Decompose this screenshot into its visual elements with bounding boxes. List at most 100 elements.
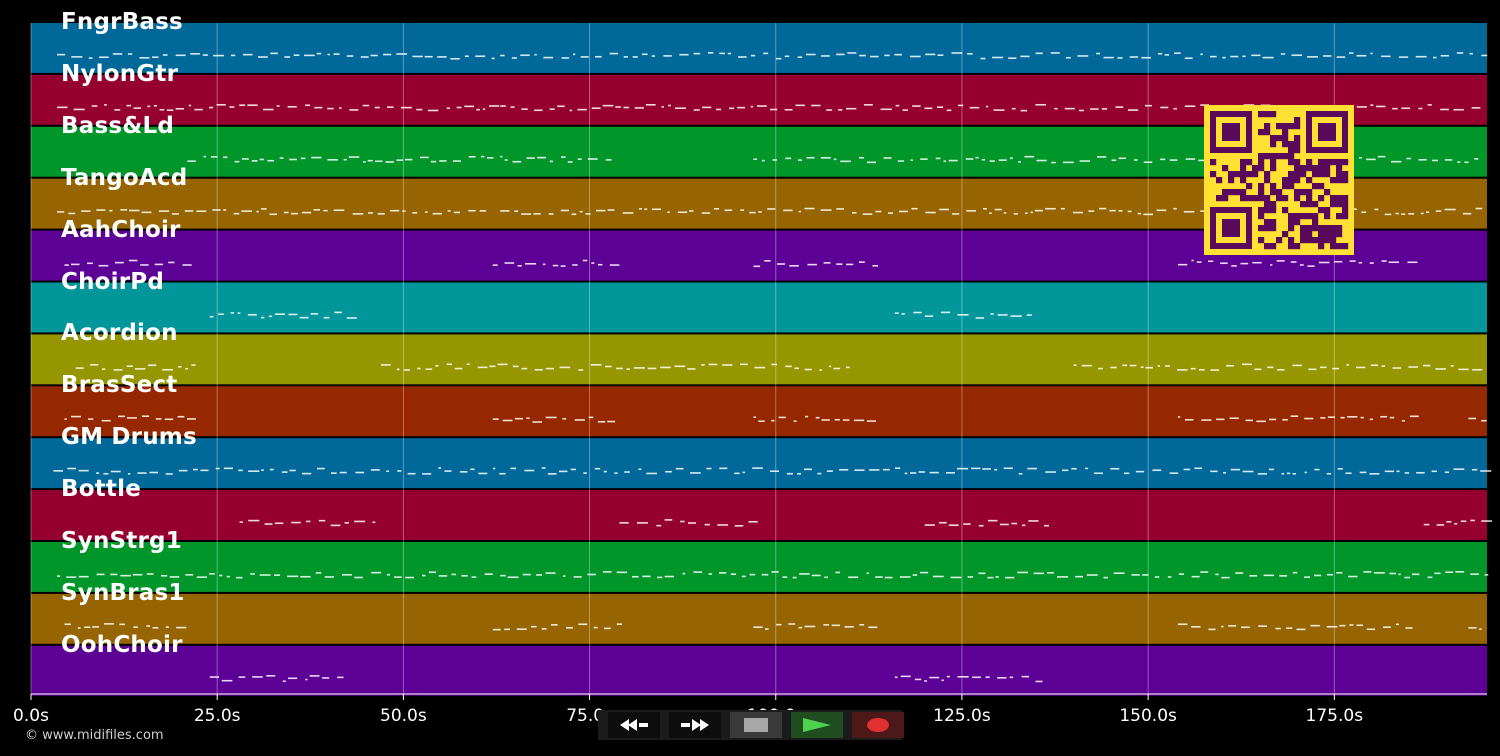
qr-module [1318, 165, 1325, 172]
qr-module [1312, 171, 1319, 178]
note-mark [807, 263, 817, 266]
note-mark [541, 628, 547, 630]
note-mark [724, 209, 733, 212]
note-mark [552, 264, 559, 267]
note-mark [770, 470, 780, 473]
note-mark [1110, 467, 1120, 470]
note-mark [566, 627, 573, 629]
qr-module [1288, 159, 1295, 166]
fast-forward-button[interactable] [669, 712, 721, 738]
stop-button[interactable] [730, 712, 782, 738]
note-mark [510, 467, 517, 470]
play-button[interactable] [791, 712, 843, 738]
note-mark [315, 572, 322, 574]
note-mark [103, 472, 109, 475]
track-label: BrasSect [61, 372, 178, 399]
qr-module [1240, 195, 1247, 202]
note-mark [424, 55, 433, 58]
note-mark [910, 159, 913, 161]
record-button[interactable] [852, 712, 904, 738]
note-mark [438, 467, 442, 469]
note-mark [590, 364, 602, 366]
note-mark [626, 368, 630, 370]
note-mark [492, 418, 499, 420]
note-mark [1304, 417, 1314, 420]
qr-module [1336, 195, 1343, 202]
note-mark [1035, 680, 1043, 683]
note-mark [267, 159, 275, 162]
note-mark [165, 626, 169, 628]
note-mark [687, 368, 696, 370]
note-mark [385, 161, 394, 163]
note-mark [226, 575, 230, 578]
note-mark [753, 416, 757, 419]
note-mark [602, 571, 612, 573]
note-mark [583, 472, 587, 474]
note-mark [722, 364, 733, 366]
note-mark [1003, 212, 1007, 214]
note-mark [182, 264, 192, 266]
note-mark [139, 57, 150, 59]
note-mark [322, 677, 330, 679]
note-mark [1359, 157, 1362, 159]
note-mark [334, 311, 342, 314]
note-mark [633, 367, 645, 369]
note-mark [1360, 416, 1364, 419]
note-mark [785, 365, 792, 368]
note-mark [456, 106, 462, 109]
note-mark [642, 575, 651, 578]
note-mark [701, 364, 705, 366]
note-mark [862, 213, 873, 215]
note-mark [132, 573, 143, 576]
note-mark [665, 470, 672, 473]
note-mark [1160, 158, 1166, 161]
note-mark [542, 263, 546, 266]
note-mark [193, 468, 198, 471]
note-mark [838, 109, 843, 111]
note-mark [355, 471, 365, 474]
note-mark [371, 571, 382, 574]
qr-module [1246, 183, 1253, 190]
note-mark [799, 573, 810, 575]
note-mark [1427, 104, 1432, 106]
note-mark [1096, 52, 1101, 55]
note-mark [939, 208, 949, 211]
note-mark [605, 159, 612, 161]
note-mark [1369, 473, 1380, 475]
qr-module [1288, 123, 1295, 130]
note-mark [824, 576, 828, 579]
note-mark [1216, 418, 1225, 421]
qr-module [1318, 171, 1325, 178]
note-mark [234, 160, 240, 163]
note-mark [419, 156, 429, 159]
note-mark [333, 209, 345, 212]
note-mark [975, 156, 979, 159]
note-mark [853, 419, 865, 422]
note-mark [900, 675, 911, 678]
note-mark [771, 419, 775, 422]
qr-module [1264, 111, 1271, 118]
note-mark [149, 471, 159, 474]
note-mark [236, 576, 243, 579]
note-mark [701, 212, 711, 214]
rewind-button[interactable] [608, 712, 660, 738]
note-mark [920, 158, 928, 160]
note-mark [1110, 366, 1117, 369]
note-mark [1045, 471, 1056, 473]
note-mark [866, 572, 869, 574]
note-mark [587, 573, 596, 576]
qr-module [1294, 177, 1301, 184]
note-mark [1003, 467, 1013, 470]
note-mark [152, 56, 159, 58]
note-mark [274, 522, 284, 525]
note-mark [833, 367, 841, 370]
note-mark [492, 628, 501, 631]
note-mark [1245, 419, 1253, 422]
note-mark [289, 469, 296, 472]
note-mark [595, 55, 602, 58]
note-mark [289, 158, 297, 161]
note-mark [562, 417, 567, 420]
note-mark [1177, 623, 1188, 626]
note-mark [1208, 260, 1214, 263]
note-mark [534, 53, 537, 56]
